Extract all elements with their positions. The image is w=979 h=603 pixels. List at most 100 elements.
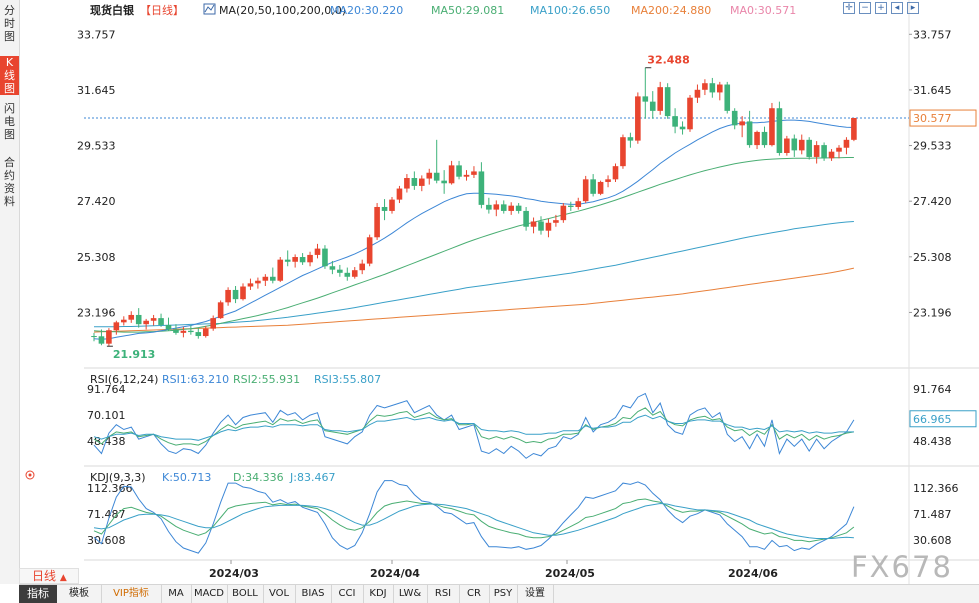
instrument-name: 现货白银 <box>90 3 135 17</box>
period-select[interactable]: 日线 ▲ <box>19 568 79 584</box>
candle-body <box>657 87 663 111</box>
chart-type-icon[interactable] <box>203 3 216 15</box>
indicator-tab-11[interactable]: RSI <box>427 585 460 603</box>
rsi-value-3: RSI3:55.807 <box>314 373 381 386</box>
indicator-tab-9[interactable]: KDJ <box>363 585 394 603</box>
candle-body <box>299 257 306 263</box>
candle-body <box>158 318 164 325</box>
candle-body <box>672 116 678 127</box>
candle-body <box>433 172 440 181</box>
candle-body <box>173 329 179 333</box>
candle-body <box>709 83 716 93</box>
indicator-tab-4[interactable]: MACD <box>191 585 228 603</box>
candle-body <box>106 330 112 344</box>
candle-body <box>217 302 224 319</box>
candle-body <box>478 171 485 205</box>
left-tab-1[interactable]: 分 时 图 <box>4 4 15 43</box>
kdj-j-line <box>93 480 855 554</box>
kdj-settings-icon[interactable] <box>25 470 35 480</box>
price-axis-label-left: 27.420 <box>77 195 116 208</box>
candle-body <box>664 87 671 117</box>
rsi-axis-label: 91.764 <box>913 383 952 396</box>
candle-body <box>553 220 559 223</box>
indicator-tab-13[interactable]: PSY <box>489 585 518 603</box>
price-axis-label: 29.533 <box>913 140 952 153</box>
candle-body <box>791 138 798 151</box>
indicator-tab-7[interactable]: BIAS <box>295 585 332 603</box>
chart-canvas[interactable]: 现货白银 【日线】 MA(20,50,100,200,0,0)MA20:30.220… <box>19 0 979 584</box>
candle-body <box>411 178 418 186</box>
indicator-tab-5[interactable]: BOLL <box>227 585 264 603</box>
candle-body <box>277 259 284 281</box>
current-price-label: 30.577 <box>913 112 952 125</box>
candle-body <box>739 121 745 126</box>
indicator-tab-14[interactable]: 设置 <box>517 585 554 603</box>
candle-body <box>351 270 358 277</box>
kdj-axis-label-left: 71.487 <box>87 508 126 521</box>
candle-body <box>381 206 388 211</box>
candle-body <box>135 314 142 325</box>
candle-body <box>344 272 351 277</box>
move-left-icon[interactable]: ◂ <box>891 2 903 14</box>
candle-body <box>456 165 462 177</box>
price-axis-label: 31.645 <box>913 84 952 97</box>
price-axis-label-left: 25.308 <box>77 251 116 264</box>
candle-body <box>694 89 701 98</box>
rsi-axis-label-left: 91.764 <box>87 383 126 396</box>
x-axis-label: 2024/04 <box>370 567 420 580</box>
price-axis-label: 33.757 <box>913 28 952 41</box>
indicator-tab-1[interactable]: 模板 <box>57 585 102 603</box>
candle-body <box>761 131 768 146</box>
candle-body <box>232 289 239 300</box>
candle-body <box>121 319 127 323</box>
left-tab-4[interactable]: 合 约 资 料 <box>4 156 15 208</box>
low-price-label: 21.913 <box>113 348 155 361</box>
candle-body <box>91 336 97 338</box>
candle-body <box>419 178 425 186</box>
candle-body <box>426 172 433 179</box>
candle-body <box>784 138 790 153</box>
price-axis-label-left: 23.196 <box>77 306 116 319</box>
candle-body <box>389 199 395 211</box>
indicator-tab-10[interactable]: LW& <box>393 585 428 603</box>
zoom-in-icon[interactable]: + <box>875 2 887 14</box>
ma-value-4: MA200:24.880 <box>631 4 711 17</box>
crosshair-icon[interactable]: ✛ <box>843 2 855 14</box>
zoom-out-icon[interactable]: − <box>859 2 871 14</box>
left-tab-2[interactable]: K 线 图 <box>0 56 19 95</box>
kdj-value-2: D:34.336 <box>233 471 284 484</box>
candle-body <box>337 269 343 273</box>
candle-body <box>806 139 812 157</box>
candle-body <box>396 188 403 200</box>
candle-body <box>374 206 380 238</box>
ma20-line <box>93 119 854 340</box>
candle-body <box>843 139 850 148</box>
candle-body <box>210 318 216 329</box>
kdj-value-1: K:50.713 <box>162 471 211 484</box>
indicator-tab-3[interactable]: MA <box>161 585 192 603</box>
indicator-tab-6[interactable]: VOL <box>263 585 296 603</box>
indicator-tab-12[interactable]: CR <box>459 585 490 603</box>
ma100-line <box>94 221 854 328</box>
candle-body <box>798 139 805 151</box>
price-axis-label: 23.196 <box>913 306 952 319</box>
candle-body <box>359 263 365 271</box>
indicator-tab-2[interactable]: VIP指标 <box>101 585 162 603</box>
move-right-icon[interactable]: ▸ <box>907 2 919 14</box>
indicator-tab[interactable]: 指标 <box>19 585 57 603</box>
candle-body <box>731 110 738 126</box>
x-axis-label: 2024/03 <box>209 567 259 580</box>
left-tab-3[interactable]: 闪 电 图 <box>4 102 15 141</box>
candle-body <box>776 108 783 153</box>
kdj-value-3: J:83.467 <box>289 471 335 484</box>
kdj-axis-label-left: 112.366 <box>87 482 133 495</box>
candle-body <box>314 248 321 255</box>
candle-body <box>188 330 194 333</box>
candle-body <box>448 165 455 184</box>
candle-body <box>441 180 447 184</box>
indicator-tab-8[interactable]: CCI <box>331 585 364 603</box>
period-tag: 【日线】 <box>140 3 184 17</box>
price-axis-label-left: 29.533 <box>77 140 116 153</box>
price-axis-label-left: 31.645 <box>77 84 116 97</box>
kdj-axis-label: 71.487 <box>913 508 952 521</box>
